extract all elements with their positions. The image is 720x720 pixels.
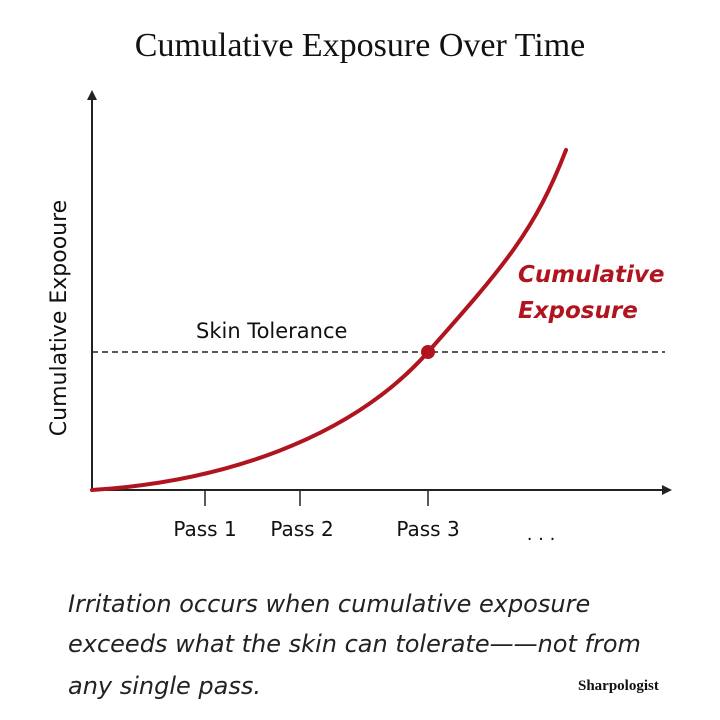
x-label: Pass 2 bbox=[270, 517, 333, 541]
y-axis-label: Cumulative Expooure bbox=[47, 200, 72, 436]
caption: Irritation occurs when cumulative exposu… bbox=[68, 590, 590, 618]
x-label: Pass 3 bbox=[396, 517, 459, 541]
title: Cumulative Exposure Over Time bbox=[135, 27, 585, 64]
curve-label: Exposure bbox=[518, 298, 638, 324]
x-label: . . . bbox=[527, 524, 556, 545]
crossing-point bbox=[421, 345, 435, 359]
logo: Sharpologist bbox=[578, 678, 659, 694]
x-label: Pass 1 bbox=[173, 517, 236, 541]
caption: any single pass. bbox=[68, 672, 261, 700]
tolerance-label: Skin Tolerance bbox=[196, 319, 347, 343]
curve-label: Cumulative bbox=[518, 262, 664, 288]
caption: exceeds what the skin can tolerate——not … bbox=[68, 630, 641, 658]
exposure-curve bbox=[90, 148, 568, 492]
